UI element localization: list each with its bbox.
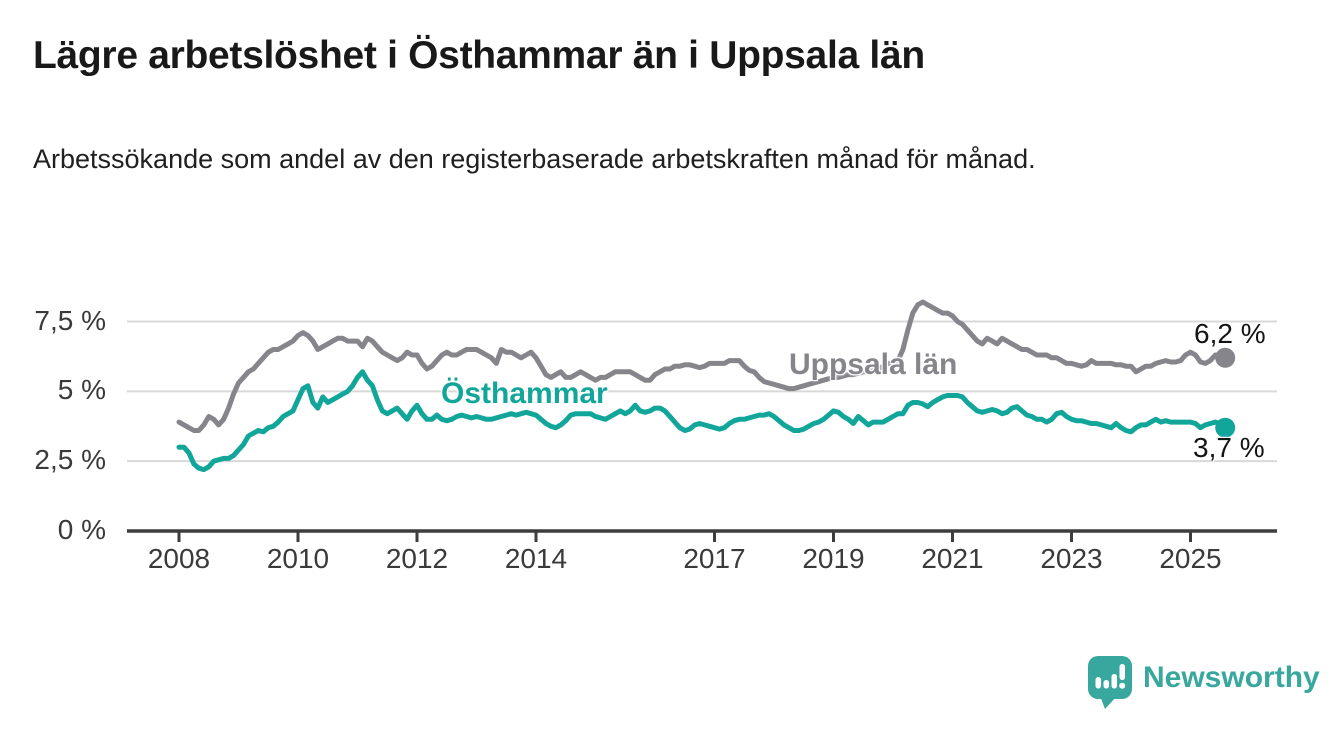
newsworthy-wordmark: Newsworthy: [1143, 661, 1320, 694]
series-label-osthammar: Östhammar: [441, 377, 608, 410]
series-label-uppsala: Uppsala län: [789, 348, 958, 381]
end-value-label-osthammar: 3,7 %: [1193, 432, 1265, 463]
end-value-label-uppsala: 6,2 %: [1194, 318, 1266, 349]
page-title: Lägre arbetslöshet i Östhammar än i Upps…: [33, 34, 925, 77]
newsworthy-logo: Newsworthy: [1087, 655, 1320, 711]
page-subtitle: Arbetssökande som andel av den registerb…: [33, 144, 1036, 174]
newsworthy-bar-chart-speech-bubble-icon: [1088, 656, 1132, 709]
